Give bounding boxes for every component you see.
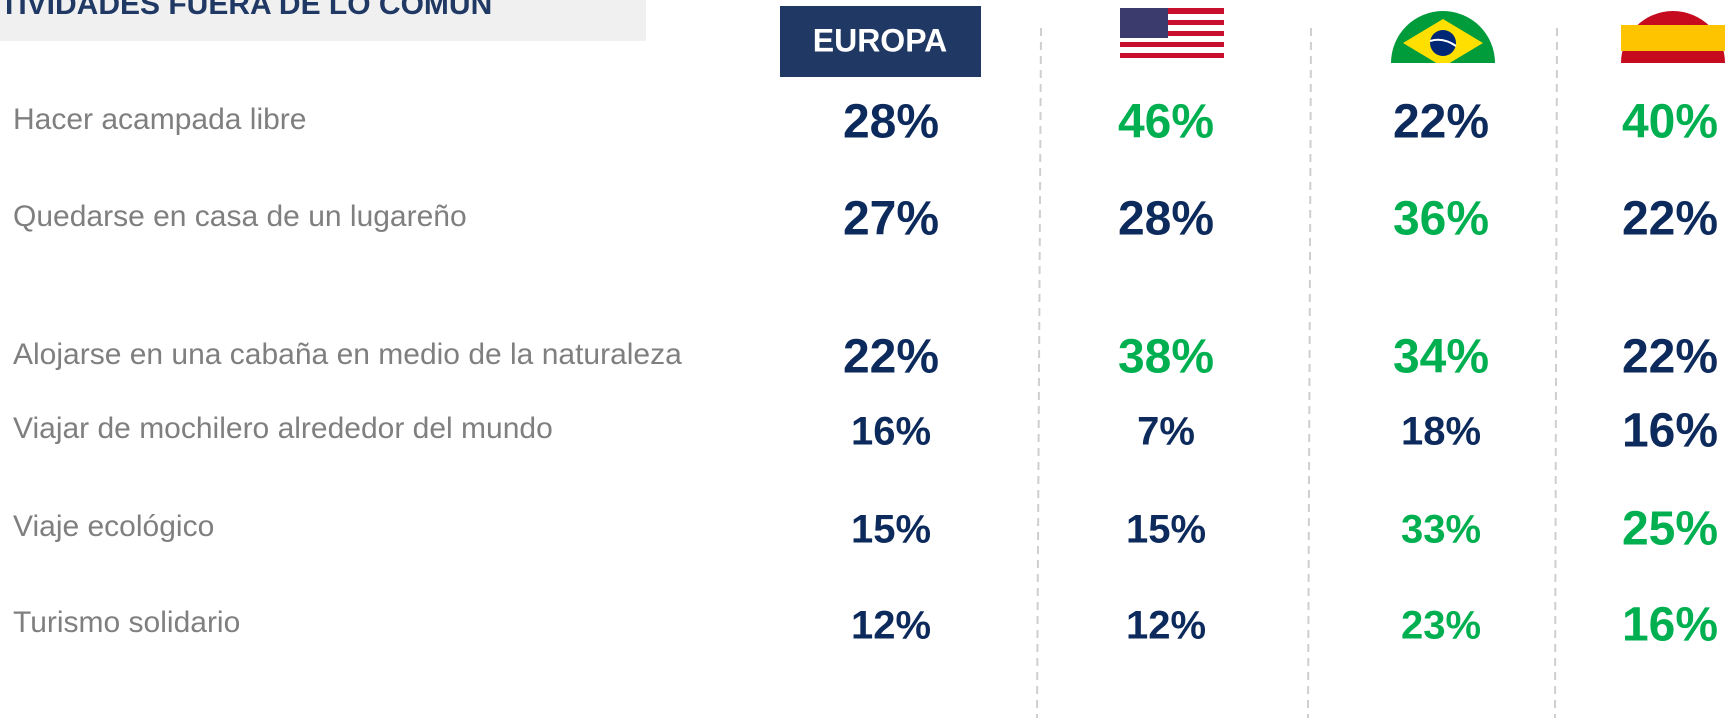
region-box [780, 6, 981, 77]
row-label: Alojarse en una cabaña en medio de la na… [13, 338, 682, 371]
cell-value: 22% [1393, 96, 1489, 149]
cell-value: 12% [851, 604, 931, 648]
row-label: Turismo solidario [13, 606, 240, 639]
divider [1554, 27, 1558, 719]
dividers [1036, 27, 1558, 719]
cell-value: 16% [1622, 599, 1718, 652]
cell-value: 40% [1622, 96, 1718, 149]
cell-value: 16% [851, 410, 931, 454]
cell-value: 22% [1622, 331, 1718, 384]
flag-brazil [1391, 11, 1495, 63]
cell-value: 22% [1622, 193, 1718, 246]
title-box [0, 0, 646, 41]
flag-spain [1621, 11, 1725, 63]
cell-value: 7% [1137, 410, 1195, 454]
divider [1036, 27, 1042, 719]
cell-value: 28% [1118, 193, 1214, 246]
cell-value: 18% [1401, 410, 1481, 454]
cell-value: 36% [1393, 193, 1489, 246]
row-label: Viajar de mochilero alrededor del mundo [13, 412, 553, 445]
flag-usa [1120, 8, 1224, 63]
cell-value: 27% [843, 193, 939, 246]
cell-value: 34% [1393, 331, 1489, 384]
cell-value: 28% [843, 96, 939, 149]
title: TIVIDADES FUERA DE LO COMÚN [0, 0, 492, 21]
region-label: EUROPA [813, 22, 948, 58]
divider [1307, 27, 1312, 719]
cell-value: 38% [1118, 331, 1214, 384]
cell-value: 15% [851, 508, 931, 552]
cell-value: 23% [1401, 604, 1481, 648]
row-label: Viaje ecológico [13, 510, 214, 543]
cell-value: 25% [1622, 503, 1718, 556]
cell-value: 12% [1126, 604, 1206, 648]
cell-value: 22% [843, 331, 939, 384]
row-label: Hacer acampada libre [13, 103, 306, 136]
cell-value: 16% [1622, 405, 1718, 458]
cell-value: 33% [1401, 508, 1481, 552]
cell-value: 15% [1126, 508, 1206, 552]
cell-value: 46% [1118, 96, 1214, 149]
row-label: Quedarse en casa de un lugareño [13, 200, 467, 233]
